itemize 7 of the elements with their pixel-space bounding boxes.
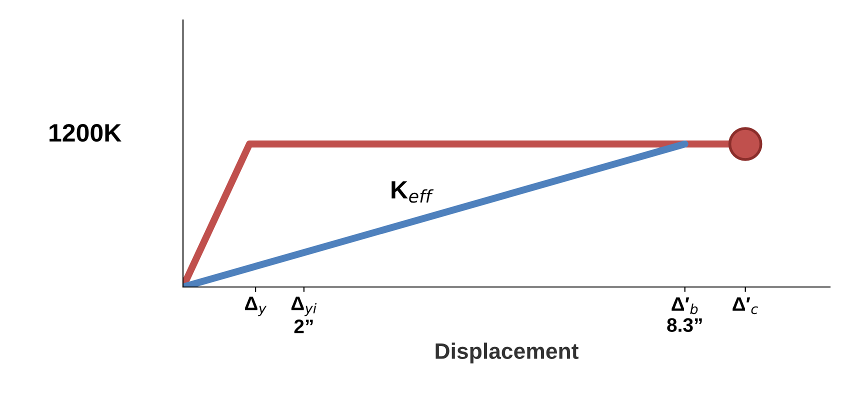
x-tick-label: Δ$_{yi}$ 2” [291, 296, 317, 334]
x-tick-label: Δ$_{y}$ [244, 296, 267, 316]
text: 1200K [50, 124, 122, 142]
x-tick-label: Δ′$_{c}$ [732, 297, 758, 314]
x-tick-label: Δ′$_{b}$ 8.3” [667, 297, 702, 332]
annotation: K$_{eff}$ [392, 181, 434, 203]
x-axis-title: Displacement [436, 342, 578, 364]
